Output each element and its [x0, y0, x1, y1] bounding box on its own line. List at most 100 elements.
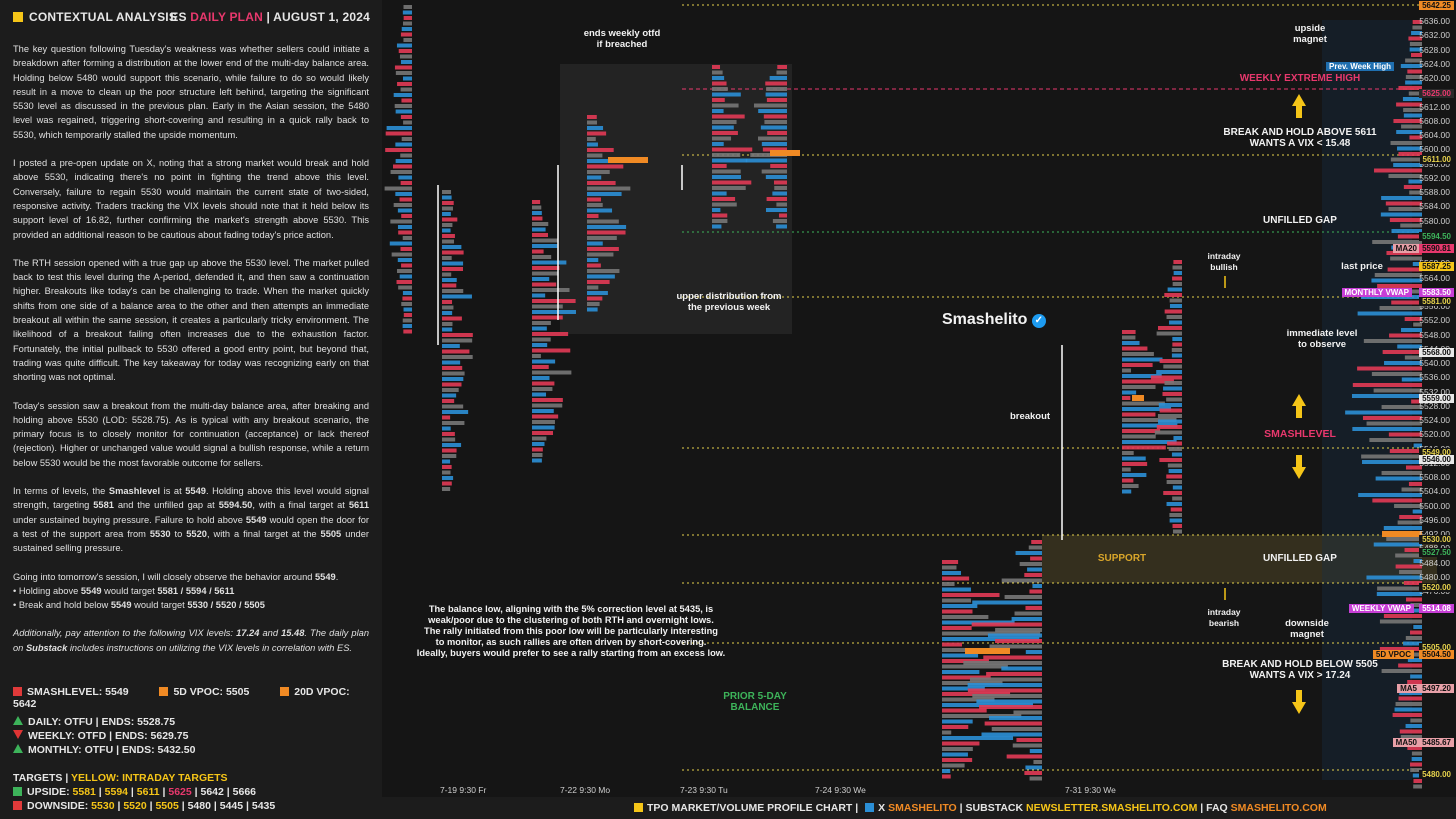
- volume-profile-bar: [1399, 515, 1422, 519]
- instrument-label: ES: [170, 10, 187, 24]
- volume-profile-bar: [1357, 311, 1422, 316]
- upside-label: UPSIDE:: [27, 786, 73, 798]
- axis-tick-label: 5508.00: [1419, 472, 1450, 482]
- profile-bar: [1012, 743, 1042, 748]
- profile-bar: [1122, 434, 1156, 439]
- profile-bar: [587, 236, 617, 240]
- footer-substack-label: SUBSTACK: [965, 802, 1024, 814]
- profile-bar: [967, 683, 1042, 687]
- profile-bar: [587, 291, 608, 295]
- volume-profile-bar: [1363, 339, 1422, 343]
- profile-bar: [1122, 368, 1132, 373]
- volume-profile-bar: [1404, 317, 1422, 321]
- profile-bar: [942, 653, 979, 658]
- profile-bar: [587, 148, 614, 152]
- footer-x-label: X: [878, 802, 886, 814]
- profile-bar: [398, 175, 412, 180]
- profile-bar: [712, 125, 734, 130]
- profile-bar: [1122, 357, 1163, 362]
- targets-title-text: TARGETS: [13, 772, 63, 784]
- price-tag: 5546.00: [1419, 455, 1454, 464]
- profile-bar: [1122, 352, 1154, 356]
- substack-link[interactable]: NEWSLETTER.SMASHELITO.COM: [1026, 802, 1198, 814]
- profile-bar: [1169, 518, 1182, 523]
- profile-bar: [394, 65, 412, 70]
- volume-profile-bar: [1371, 278, 1422, 283]
- profile-bar: [1163, 364, 1182, 369]
- verified-icon: ✓: [1031, 314, 1046, 328]
- volume-profile-bar: [1397, 146, 1422, 151]
- profile-bar: [1159, 408, 1182, 413]
- profile-bar: [442, 421, 465, 425]
- poc-marker: [965, 648, 1010, 654]
- profile-bar: [942, 730, 952, 735]
- volume-profile-bar: [1400, 223, 1422, 228]
- profile-bar: [986, 672, 1042, 676]
- profile-bar: [393, 203, 412, 207]
- profile-bar: [442, 228, 451, 233]
- volume-profile-bar: [1408, 482, 1422, 486]
- profile-bar: [777, 65, 787, 69]
- target-value: 5530: [91, 800, 115, 812]
- price-tag: 5514.08: [1419, 604, 1454, 613]
- profile-bar: [942, 609, 973, 614]
- p5-level: 5611: [348, 500, 369, 511]
- faq-link[interactable]: SMASHELITO.COM: [1230, 802, 1327, 814]
- profile-bar: [587, 307, 598, 312]
- profile-bar: [1122, 346, 1148, 351]
- volume-profile-bar: [1398, 696, 1422, 701]
- volume-profile-bar: [1391, 300, 1422, 305]
- price-tag: 5497.20: [1419, 684, 1454, 693]
- profile-bar: [398, 230, 412, 235]
- annotation-upside-magnet: upside magnet: [1293, 23, 1327, 45]
- profile-bar: [972, 600, 1042, 605]
- daily-status-text: DAILY: OTFU | ENDS: 5528.75: [28, 716, 176, 728]
- profile-bar: [1001, 666, 1042, 671]
- profile-bar: [587, 252, 614, 257]
- profile-bar: [442, 388, 459, 392]
- time-label: 7-24 9:30 We: [815, 785, 866, 795]
- profile-bar: [442, 487, 451, 491]
- annotation-smashlevel: SMASHLEVEL: [1264, 428, 1336, 440]
- profile-bar: [587, 258, 599, 262]
- profile-bar: [442, 377, 464, 381]
- profile-bar: [972, 694, 1042, 698]
- profile-bar: [942, 593, 1000, 597]
- x-handle-link[interactable]: SMASHELITO: [888, 802, 957, 814]
- p5-level: 5581: [93, 500, 114, 511]
- volume-profile-bar: [1406, 597, 1422, 602]
- profile-bar: [942, 747, 973, 751]
- tpo-chart[interactable]: ends weekly otfd if breached upper distri…: [382, 0, 1456, 819]
- profile-bar: [712, 175, 742, 179]
- chart-canvas[interactable]: [382, 0, 1456, 797]
- profile-bar: [1156, 425, 1182, 429]
- profile-bar: [942, 719, 973, 724]
- volume-profile-bar: [1393, 163, 1422, 167]
- profile-bar: [753, 103, 787, 108]
- profile-bar: [1164, 381, 1182, 385]
- profile-bar: [532, 348, 571, 353]
- profile-bar: [587, 241, 603, 246]
- annotation-ends-weekly: ends weekly otfd if breached: [583, 28, 661, 50]
- price-tag: MA20: [1392, 244, 1420, 253]
- profile-bar: [761, 169, 787, 174]
- price-tag: 5559.00: [1419, 394, 1454, 403]
- profile-bar: [942, 565, 957, 570]
- profile-bar: [532, 321, 551, 325]
- profile-bar: [442, 283, 457, 288]
- volume-profile-bar: [1413, 779, 1422, 783]
- price-tag: 5642.25: [1419, 1, 1454, 10]
- profile-bar: [532, 359, 556, 364]
- profile-bar: [712, 191, 727, 196]
- profile-bar: [712, 87, 728, 91]
- down-arrow-icon: [13, 730, 23, 739]
- profile-bar: [967, 688, 1042, 693]
- p5-text: . Holding above this level would signal …: [13, 486, 369, 511]
- profile-bar: [942, 598, 971, 603]
- volume-profile-bar: [1394, 504, 1422, 508]
- profile-bar: [1122, 412, 1156, 417]
- volume-profile-bar: [1405, 636, 1422, 640]
- profile-bar: [587, 142, 598, 147]
- vpoc5-item: 5D VPOC: 5505: [159, 686, 263, 698]
- volume-profile-bar: [1352, 383, 1422, 387]
